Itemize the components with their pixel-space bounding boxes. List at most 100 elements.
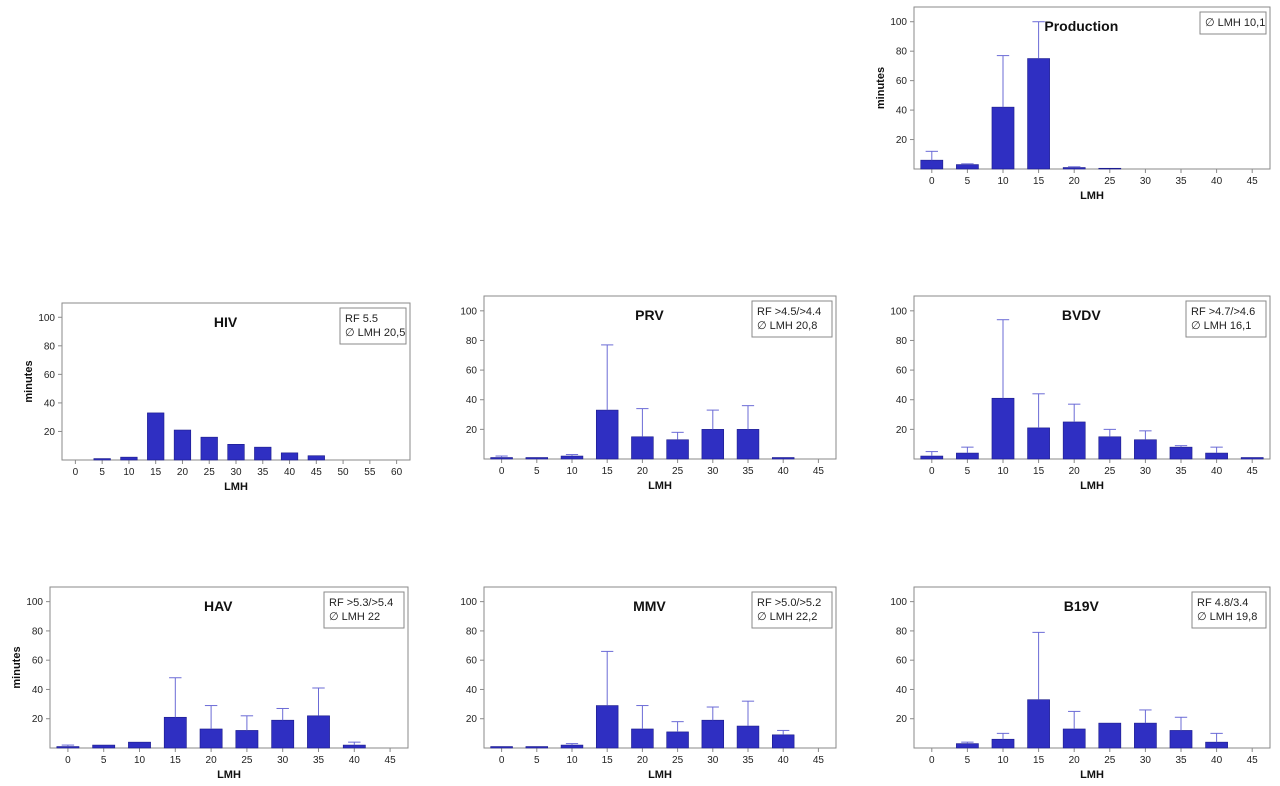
legend-box bbox=[751, 300, 833, 338]
x-tick-label: 15 bbox=[1033, 466, 1045, 477]
x-tick-label: 25 bbox=[204, 467, 216, 478]
x-tick-label: 35 bbox=[1175, 176, 1187, 187]
plot-frame bbox=[913, 6, 1271, 170]
y-tick-label: 20 bbox=[896, 714, 908, 725]
y-tick-label: 60 bbox=[44, 370, 56, 381]
y-tick-label: 40 bbox=[466, 685, 478, 696]
y-tick-label: 80 bbox=[32, 626, 44, 637]
bar bbox=[307, 455, 325, 461]
legend-entry: ∅ LMH 10,1 bbox=[1205, 17, 1265, 29]
legend-entry: RF >4.5/>4.4 bbox=[757, 306, 821, 318]
bar bbox=[920, 455, 944, 460]
y-tick-label: 80 bbox=[466, 336, 478, 347]
bar bbox=[1098, 436, 1122, 460]
legend-entry: RF >5.0/>5.2 bbox=[757, 597, 821, 609]
y-tick-label: 80 bbox=[896, 336, 908, 347]
bar bbox=[1205, 741, 1228, 749]
x-tick-label: 30 bbox=[1140, 466, 1152, 477]
x-tick-label: 45 bbox=[311, 467, 323, 478]
y-tick-label: 80 bbox=[44, 341, 56, 352]
y-tick-label: 80 bbox=[466, 626, 478, 637]
x-tick-label: 35 bbox=[1175, 755, 1187, 766]
x-tick-label: 25 bbox=[1104, 176, 1116, 187]
x-tick-label: 30 bbox=[1140, 176, 1152, 187]
x-tick-label: 10 bbox=[997, 755, 1009, 766]
x-tick-label: 30 bbox=[277, 755, 289, 766]
x-tick-label: 20 bbox=[1069, 466, 1081, 477]
x-axis-title: LMH bbox=[648, 769, 672, 781]
bar bbox=[1027, 427, 1050, 460]
x-tick-label: 40 bbox=[1211, 176, 1223, 187]
x-tick-label: 25 bbox=[241, 755, 253, 766]
bar bbox=[631, 436, 654, 460]
x-tick-label: 25 bbox=[1104, 466, 1116, 477]
bar bbox=[920, 159, 944, 170]
y-tick-label: 60 bbox=[896, 76, 908, 87]
y-tick-label: 100 bbox=[38, 313, 55, 324]
y-tick-label: 20 bbox=[44, 427, 56, 438]
y-tick-label: 100 bbox=[26, 597, 43, 608]
x-axis-title: LMH bbox=[1080, 769, 1104, 781]
bar bbox=[701, 719, 725, 749]
legend-box bbox=[339, 307, 407, 345]
x-tick-label: 35 bbox=[257, 467, 269, 478]
x-tick-label: 0 bbox=[929, 176, 935, 187]
x-tick-label: 15 bbox=[602, 755, 614, 766]
bar bbox=[771, 457, 795, 460]
x-tick-label: 30 bbox=[707, 466, 719, 477]
bar bbox=[991, 397, 1015, 460]
bar bbox=[147, 412, 165, 461]
bar bbox=[525, 746, 549, 749]
plot-frame bbox=[483, 295, 837, 460]
chart-mmv: 20 40 60 80 100 0 5 10 15 20 25 30 35 40 45 LMH MMV RF >5… bbox=[460, 586, 837, 781]
bar bbox=[280, 452, 299, 461]
bar bbox=[1240, 457, 1264, 460]
x-tick-label: 40 bbox=[1211, 755, 1223, 766]
x-tick-label: 45 bbox=[385, 755, 397, 766]
bar bbox=[560, 455, 584, 460]
y-tick-label: 60 bbox=[466, 656, 478, 667]
x-tick-label: 5 bbox=[534, 755, 540, 766]
bar bbox=[956, 743, 979, 749]
x-tick-label: 10 bbox=[123, 467, 135, 478]
x-tick-label: 10 bbox=[997, 466, 1009, 477]
x-tick-label: 20 bbox=[206, 755, 218, 766]
bar bbox=[1169, 730, 1193, 749]
x-tick-label: 55 bbox=[364, 467, 376, 478]
y-tick-label: 20 bbox=[896, 425, 908, 436]
plot-frame bbox=[483, 586, 837, 749]
y-tick-label: 40 bbox=[896, 395, 908, 406]
chart-title: Production bbox=[1044, 18, 1118, 34]
x-tick-label: 25 bbox=[1104, 755, 1116, 766]
bar bbox=[199, 728, 223, 749]
y-tick-label: 100 bbox=[460, 306, 477, 317]
x-tick-label: 35 bbox=[1175, 466, 1187, 477]
x-tick-label: 45 bbox=[813, 755, 825, 766]
bar bbox=[666, 731, 689, 749]
x-tick-label: 30 bbox=[707, 755, 719, 766]
y-tick-label: 60 bbox=[32, 656, 44, 667]
legend-entry: ∅ LMH 22 bbox=[329, 611, 380, 623]
chart-title: HAV bbox=[204, 598, 233, 614]
y-tick-label: 20 bbox=[466, 714, 478, 725]
x-tick-label: 15 bbox=[1033, 176, 1045, 187]
bar bbox=[1134, 439, 1157, 460]
x-tick-label: 40 bbox=[349, 755, 361, 766]
x-tick-label: 0 bbox=[65, 755, 71, 766]
bar bbox=[736, 429, 760, 460]
legend-entry: ∅ LMH 20,5 bbox=[345, 327, 405, 339]
x-tick-label: 10 bbox=[997, 176, 1009, 187]
y-tick-label: 100 bbox=[890, 597, 907, 608]
bar bbox=[1062, 421, 1086, 460]
bar bbox=[991, 738, 1015, 749]
x-tick-label: 20 bbox=[637, 755, 649, 766]
bar bbox=[560, 744, 584, 749]
y-tick-label: 40 bbox=[896, 106, 908, 117]
y-tick-label: 20 bbox=[896, 135, 908, 146]
bar bbox=[56, 746, 80, 749]
bar bbox=[254, 446, 272, 461]
bar bbox=[1134, 722, 1157, 749]
bar bbox=[595, 705, 619, 749]
legend-entry: RF >5.3/>5.4 bbox=[329, 597, 393, 609]
bar bbox=[120, 456, 138, 461]
